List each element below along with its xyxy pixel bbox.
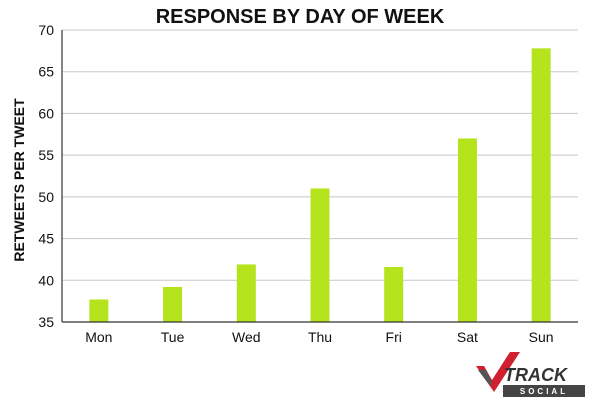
logo-brand-text: TRACK [504, 365, 569, 385]
x-tick-label: Wed [232, 329, 261, 345]
x-tick-label: Sun [529, 329, 554, 345]
y-tick-label: 60 [38, 105, 54, 121]
x-tick-label: Thu [308, 329, 332, 345]
x-tick-label: Sat [457, 329, 478, 345]
bars [89, 48, 551, 323]
y-tick-label: 35 [38, 314, 54, 330]
y-tick-label: 65 [38, 64, 54, 80]
bar-sun [531, 48, 551, 323]
bar-fri [384, 266, 404, 322]
chart-title: RESPONSE BY DAY OF WEEK [156, 6, 445, 28]
y-tick-label: 40 [38, 272, 54, 288]
bar-tue [163, 286, 183, 322]
bar-mon [89, 299, 109, 322]
y-axis-label: RETWEETS PER TWEET [11, 98, 27, 262]
logo-sub-text: SOCIAL [520, 387, 568, 396]
bar-sat [457, 138, 477, 322]
y-tick-label: 70 [38, 22, 54, 38]
track-social-logo: TRACK SOCIAL [476, 352, 585, 397]
y-tick-label: 45 [38, 231, 54, 247]
logo-sub-band [503, 385, 585, 397]
x-tick-label: Fri [386, 329, 402, 345]
x-tick-labels: Mon Tue Wed Thu Fri Sat Sun [85, 329, 553, 345]
y-tick-label: 50 [38, 189, 54, 205]
y-tick-labels: 35 40 45 50 55 60 65 70 [38, 22, 54, 330]
checkmark-icon [476, 352, 520, 392]
bar-wed [236, 264, 256, 322]
x-tick-label: Mon [85, 329, 112, 345]
bar-thu [310, 188, 330, 322]
x-tick-label: Tue [161, 329, 185, 345]
y-tick-label: 55 [38, 147, 54, 163]
